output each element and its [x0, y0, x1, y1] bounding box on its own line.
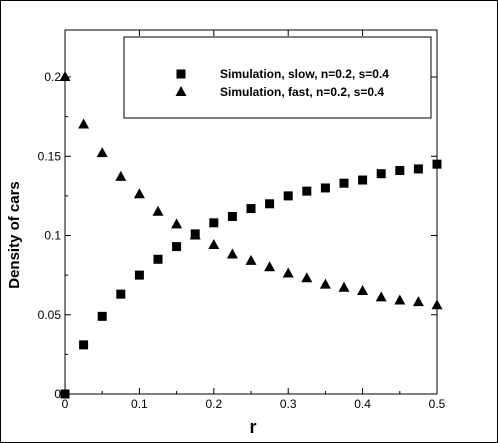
slow-data-point [395, 166, 405, 176]
fast-data-point [282, 267, 294, 278]
slow-data-point [172, 242, 182, 252]
slow-data-point [358, 175, 368, 185]
legend-box [123, 36, 432, 119]
slow-data-point [320, 183, 330, 193]
legend-square-marker [176, 69, 186, 79]
fast-data-point [375, 291, 387, 302]
y-tick-label: 0 [54, 387, 61, 401]
x-tick-label: 0.1 [131, 397, 148, 411]
slow-data-point [339, 178, 349, 188]
x-tick-label: 0.2 [205, 397, 222, 411]
fast-data-point [319, 278, 331, 289]
fast-data-point [78, 118, 90, 129]
fast-data-point [245, 254, 257, 265]
slow-data-point [413, 164, 423, 174]
slow-data-point [227, 211, 237, 221]
y-tick-label: 0.15 [38, 149, 62, 163]
legend-label: Simulation, slow, n=0.2, s=0.4 [220, 67, 389, 81]
slow-data-point [153, 254, 163, 264]
x-tick-label: 0.5 [429, 397, 446, 411]
fast-data-point [96, 147, 108, 158]
x-axis-title: r [249, 417, 256, 437]
x-tick-label: 0.3 [280, 397, 297, 411]
slow-data-point [60, 389, 70, 399]
y-tick-label: 0.2 [44, 70, 61, 84]
fast-data-point [412, 296, 424, 307]
fast-data-point [226, 248, 238, 259]
x-tick-label: 0 [62, 397, 69, 411]
fast-data-point [357, 284, 369, 295]
slow-data-point [134, 270, 144, 280]
slow-data-point [376, 169, 386, 179]
slow-data-point [116, 289, 126, 299]
y-axis-title: Density of cars [6, 181, 23, 289]
fast-data-point [264, 261, 276, 272]
fast-data-point [59, 71, 71, 81]
y-tick-label: 0.1 [44, 229, 61, 243]
slow-data-point [283, 191, 293, 201]
fast-data-point [115, 170, 127, 181]
fast-data-point [208, 239, 220, 250]
slow-data-point [265, 199, 275, 209]
y-tick-label: 0.05 [38, 308, 62, 322]
fast-data-point [171, 218, 183, 229]
fast-data-point [338, 281, 350, 292]
fast-data-point [133, 188, 145, 199]
legend-triangle-marker [175, 86, 187, 96]
slow-data-point [97, 311, 107, 321]
fast-data-point [301, 272, 313, 283]
slow-data-point [432, 159, 442, 169]
slow-data-point [246, 204, 256, 214]
slow-data-point [79, 340, 89, 350]
slow-data-point [209, 218, 219, 228]
legend-label: Simulation, fast, n=0.2, s=0.4 [220, 85, 384, 99]
x-tick-label: 0.4 [354, 397, 371, 411]
fast-data-point [431, 299, 443, 310]
fast-data-point [394, 294, 406, 305]
slow-data-point [302, 186, 312, 196]
fast-data-point [152, 205, 164, 216]
fast-data-point [189, 229, 201, 240]
